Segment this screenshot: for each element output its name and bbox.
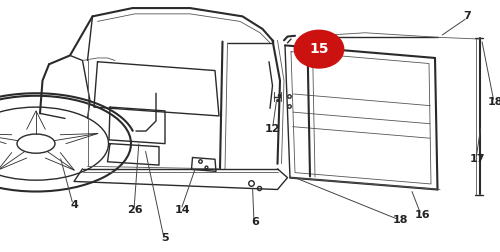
Text: 26: 26 [127, 205, 143, 215]
Text: 6: 6 [251, 217, 259, 227]
Text: 17: 17 [470, 154, 485, 164]
Ellipse shape [295, 31, 343, 67]
Text: 4: 4 [70, 200, 78, 210]
Text: 18: 18 [487, 97, 500, 107]
Text: 16: 16 [414, 210, 430, 220]
Text: 12: 12 [265, 123, 280, 134]
Text: 18: 18 [392, 215, 408, 225]
Text: 5: 5 [161, 233, 169, 243]
Text: 15: 15 [309, 42, 329, 56]
Text: 7: 7 [464, 11, 471, 21]
Text: 14: 14 [174, 205, 190, 215]
